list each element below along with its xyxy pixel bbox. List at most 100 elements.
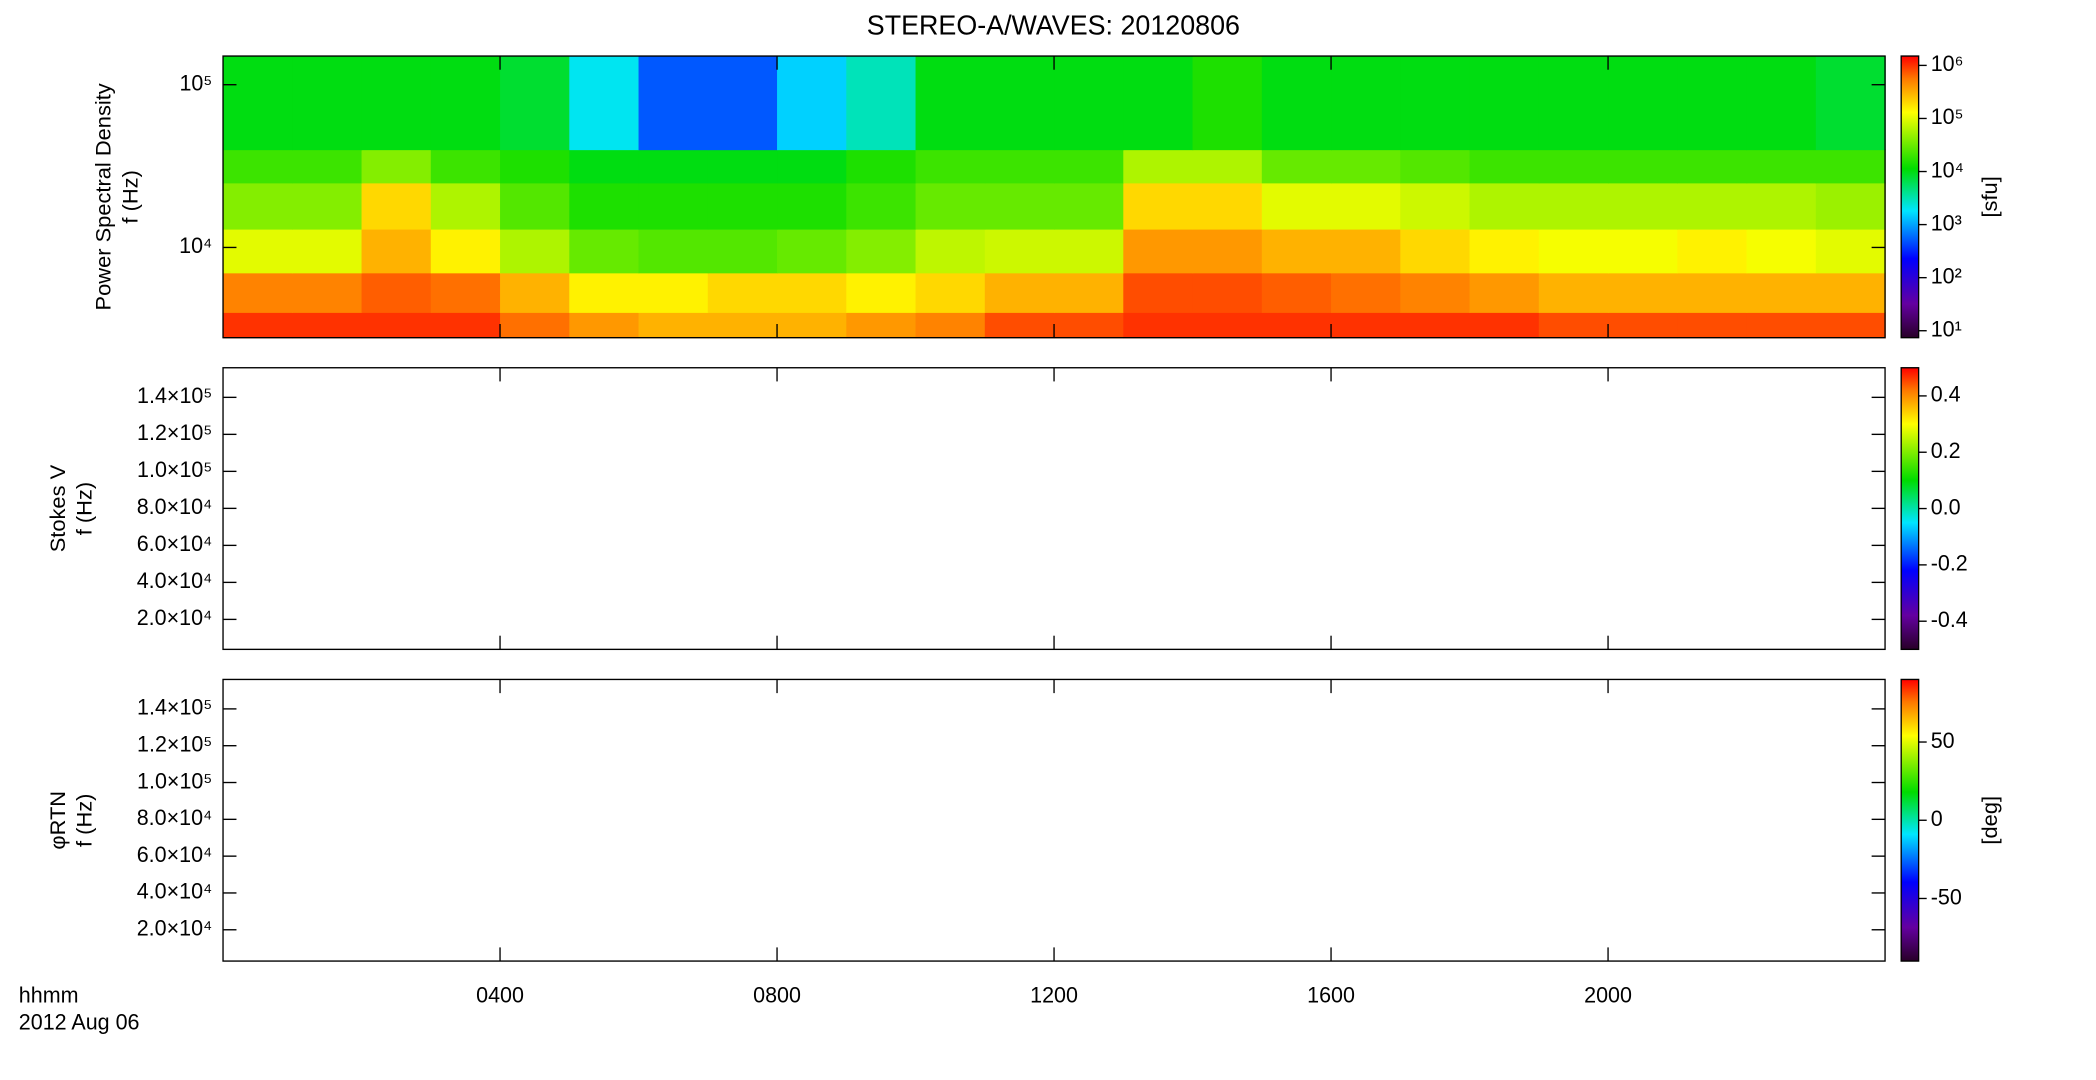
heatmap-cell	[1192, 312, 1263, 339]
heatmap-cell	[569, 56, 640, 151]
y-tick-label: 1.2×10⁵	[137, 731, 212, 756]
heatmap-cell	[292, 272, 363, 313]
heatmap-cell	[569, 312, 640, 339]
heatmap-cell	[1746, 182, 1817, 230]
y-tick-label: 2.0×10⁴	[137, 915, 213, 940]
heatmap-cell	[846, 56, 917, 151]
heatmap-cell	[707, 56, 778, 151]
heatmap-cell	[223, 312, 293, 339]
heatmap-cell	[1538, 149, 1609, 184]
heatmap-cell	[500, 149, 570, 184]
y-tick-label: 2.0×10⁴	[137, 605, 213, 630]
heatmap-cell	[361, 149, 432, 184]
heatmap-cell	[707, 312, 778, 339]
heatmap-cell	[223, 149, 293, 184]
heatmap-cell	[500, 228, 570, 274]
heatmap-cell	[1331, 228, 1401, 274]
heatmap-cell	[1400, 182, 1471, 230]
heatmap-cell	[984, 149, 1055, 184]
y-tick-label: 8.0×10⁴	[137, 494, 213, 519]
heatmap-cell	[1538, 312, 1609, 339]
panel: 2.0×10⁴ 4.0×10⁴ 6.0×10⁴ 8.0×10⁴ 1.0×10⁵ 1.2×1…	[45, 367, 1968, 651]
heatmap-cell	[1608, 182, 1678, 230]
heatmap-cell	[1261, 312, 1332, 339]
heatmap-cell	[707, 272, 778, 313]
colorbar-tick-label: 0	[1931, 806, 1943, 831]
y-axis-label: Power Spectral Density	[91, 83, 116, 310]
heatmap-cell	[1261, 228, 1332, 274]
heatmap-cell	[846, 272, 917, 313]
heatmap-cell	[500, 272, 570, 313]
heatmap-cell	[1538, 56, 1609, 151]
heatmap-cell	[430, 272, 501, 313]
heatmap-cell	[846, 149, 917, 184]
x-tick-label: 1600	[1307, 982, 1355, 1007]
heatmap-cell	[292, 312, 363, 339]
heatmap-cell	[1538, 272, 1609, 313]
y-tick-label: 6.0×10⁴	[137, 531, 213, 556]
heatmap-cell	[1677, 312, 1748, 339]
y-tick-label: 10⁴	[179, 233, 212, 258]
heatmap-cell	[361, 228, 432, 274]
heatmap-cell	[707, 228, 778, 274]
heatmap-cell	[707, 182, 778, 230]
heatmap-cell	[1608, 56, 1678, 151]
heatmap-cell	[1469, 312, 1540, 339]
heatmap-cell	[1331, 56, 1401, 151]
x-axis-label: hhmm	[19, 982, 79, 1007]
heatmap-cell	[1746, 272, 1817, 313]
heatmap-cell	[1400, 272, 1471, 313]
heatmap-cell	[1261, 272, 1332, 313]
colorbar-tick-label: 10¹	[1931, 316, 1962, 341]
heatmap-cell	[1608, 272, 1678, 313]
heatmap-cell	[777, 149, 847, 184]
heatmap-cell	[1261, 182, 1332, 230]
heatmap-cell	[777, 312, 847, 339]
colorbar-tick-label: 10⁴	[1931, 157, 1964, 182]
heatmap-cell	[569, 228, 640, 274]
heatmap-cell	[569, 182, 640, 230]
heatmap-cell	[1192, 182, 1263, 230]
heatmap-cell	[223, 56, 293, 151]
y-axis-label: φRTN	[45, 791, 70, 850]
heatmap-cell	[223, 182, 293, 230]
heatmap-cell	[1192, 149, 1263, 184]
heatmap-cell	[1331, 312, 1401, 339]
heatmap-cell	[1123, 228, 1194, 274]
heatmap-cell	[1054, 228, 1124, 274]
y-axis-label: f (Hz)	[118, 170, 143, 223]
heatmap-cell	[1400, 312, 1471, 339]
y-axis-label: Stokes V	[45, 464, 70, 552]
heatmap-cell	[500, 312, 570, 339]
heatmap-cell	[984, 228, 1055, 274]
heatmap-cell	[1123, 149, 1194, 184]
x-tick-label: 0800	[753, 982, 801, 1007]
heatmap-cell	[915, 56, 986, 151]
heatmap-cell	[1677, 272, 1748, 313]
heatmap-cell	[1677, 56, 1748, 151]
heatmap-cell	[915, 312, 986, 339]
heatmap-cell	[1054, 56, 1124, 151]
heatmap-cell	[1054, 272, 1124, 313]
heatmap-cell	[292, 182, 363, 230]
heatmap-cell	[1608, 149, 1678, 184]
colorbar-label: [sfu]	[1977, 176, 2002, 217]
heatmap-cell	[984, 56, 1055, 151]
heatmap-cell	[1677, 228, 1748, 274]
heatmap-cell	[223, 272, 293, 313]
heatmap-cell	[1608, 312, 1678, 339]
y-tick-label: 1.0×10⁵	[137, 768, 212, 793]
heatmap-cell	[361, 272, 432, 313]
heatmap-cell	[1054, 149, 1124, 184]
colorbar-tick-label: 0.0	[1931, 494, 1961, 519]
heatmap-cell	[1261, 149, 1332, 184]
colorbar-tick-label: -50	[1931, 884, 1962, 909]
heatmap-cell	[569, 272, 640, 313]
panel: 2.0×10⁴ 4.0×10⁴ 6.0×10⁴ 8.0×10⁴ 1.0×10⁵ 1.2×1…	[19, 678, 2002, 1035]
heatmap-cell	[361, 312, 432, 339]
heatmap-cell	[1469, 272, 1540, 313]
heatmap-cell	[777, 182, 847, 230]
heatmap-cell	[292, 56, 363, 151]
